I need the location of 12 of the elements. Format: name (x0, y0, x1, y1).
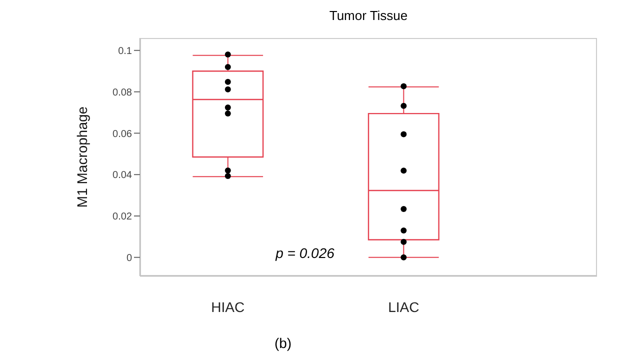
chart-title: Tumor Tissue (328, 8, 409, 23)
y-tick-label: 0.1 (118, 46, 132, 57)
y-tick-label: 0 (126, 252, 132, 264)
x-tick-label: HIAC (211, 298, 245, 315)
x-tick-label: LIAC (388, 298, 420, 315)
y-tick-label: 0.06 (112, 128, 132, 140)
text: (b) (273, 335, 293, 351)
y-tick-label: 0.08 (112, 87, 132, 98)
annotation: p = 0.026 (274, 245, 336, 261)
y-tick-label: 0.02 (112, 212, 132, 223)
y-tick-label: 0.04 (112, 170, 132, 182)
y-axis-title: M1 Macrophage (74, 106, 90, 208)
